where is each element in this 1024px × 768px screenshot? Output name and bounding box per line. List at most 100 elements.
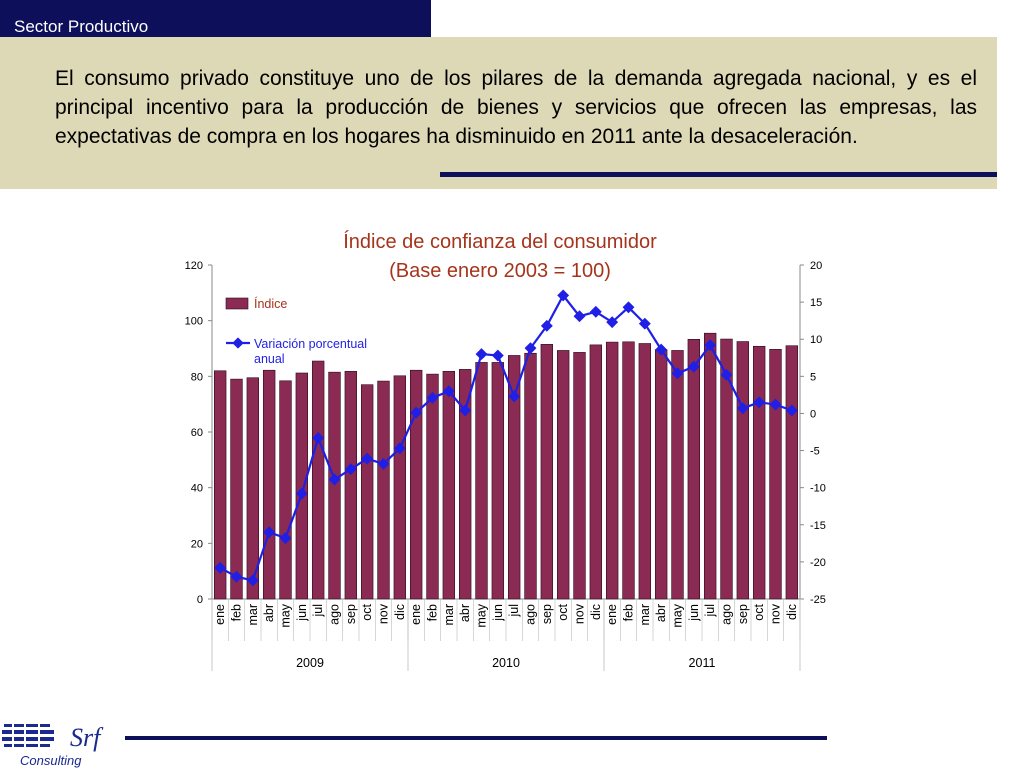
- variation-point: [344, 463, 357, 476]
- month-label: mar: [638, 604, 652, 626]
- left-tick-label: 20: [191, 538, 203, 550]
- variation-point: [589, 305, 602, 318]
- bar: [230, 378, 243, 600]
- right-tick-label: 10: [810, 334, 822, 346]
- variation-point: [328, 473, 341, 486]
- bar: [752, 345, 766, 600]
- left-tick-label: 100: [185, 316, 203, 328]
- bar: [377, 380, 390, 600]
- bar: [311, 360, 325, 600]
- right-tick-label: -25: [810, 594, 826, 606]
- month-label: oct: [360, 603, 374, 620]
- bar: [279, 380, 292, 600]
- month-label: jun: [491, 604, 505, 622]
- bar: [687, 339, 701, 600]
- month-label: dic: [785, 604, 799, 620]
- month-label: abr: [654, 604, 668, 622]
- right-tick-label: 5: [810, 371, 816, 383]
- month-label: abr: [458, 604, 472, 622]
- bar: [703, 332, 717, 600]
- variation-point: [442, 385, 455, 398]
- month-label: mar: [442, 604, 456, 626]
- variation-point: [769, 398, 782, 411]
- month-label: ago: [720, 604, 734, 625]
- right-tick-label: 0: [810, 408, 816, 420]
- variation-point: [246, 574, 259, 587]
- month-label: ene: [213, 604, 227, 625]
- section-title: Sector Productivo: [14, 17, 149, 36]
- bar: [328, 371, 341, 600]
- variation-point: [655, 343, 668, 356]
- right-tick-label: -5: [810, 446, 820, 458]
- month-label: sep: [344, 604, 358, 624]
- variation-point: [377, 457, 390, 470]
- variation-point: [279, 532, 292, 545]
- bar: [426, 373, 439, 600]
- bar: [393, 375, 407, 600]
- logo-brand: Srf: [70, 723, 104, 752]
- bar: [605, 341, 619, 600]
- bar: [736, 341, 750, 600]
- variation-point: [785, 404, 798, 417]
- left-tick-label: 60: [191, 427, 203, 439]
- left-tick-label: 0: [197, 594, 203, 606]
- bar: [589, 344, 603, 600]
- month-label: sep: [540, 604, 554, 624]
- month-label: nov: [377, 603, 391, 624]
- variation-point: [295, 487, 308, 500]
- variation-point: [557, 289, 570, 302]
- variation-point: [459, 404, 472, 417]
- bar: [262, 369, 276, 600]
- variation-point: [704, 339, 717, 352]
- srf-logo: Srf Consulting: [2, 723, 104, 768]
- month-label: mar: [246, 604, 260, 626]
- variation-point: [606, 316, 619, 329]
- variation-point: [491, 349, 504, 362]
- bar: [785, 345, 799, 600]
- bar: [213, 370, 227, 600]
- intro-panel: [0, 37, 997, 189]
- intro-paragraph: El consumo privado constituye uno de los…: [55, 67, 977, 148]
- right-tick-label: -20: [810, 557, 826, 569]
- bar: [458, 369, 472, 600]
- variation-point: [475, 348, 488, 361]
- legend-line-label-cont: anual: [254, 352, 285, 366]
- variation-line: [219, 293, 793, 582]
- bar: [638, 343, 652, 600]
- month-label: jul: [311, 604, 325, 618]
- month-label: ago: [524, 604, 538, 625]
- bar: [442, 371, 456, 600]
- variation-point: [426, 391, 439, 404]
- variation-point: [573, 310, 586, 323]
- right-tick-label: 20: [810, 260, 822, 272]
- month-label: may: [279, 603, 293, 627]
- month-label: jul: [703, 604, 717, 618]
- right-tick-label: 15: [810, 297, 822, 309]
- bar: [720, 338, 733, 600]
- month-label: nov: [573, 603, 587, 624]
- month-label: feb: [426, 604, 440, 621]
- bar: [573, 352, 586, 600]
- bar: [344, 371, 358, 600]
- right-tick-label: -10: [810, 483, 826, 495]
- month-label: abr: [262, 604, 276, 622]
- chart-subtitle: (Base enero 2003 = 100): [389, 260, 611, 282]
- bar: [540, 344, 554, 600]
- variation-point: [736, 402, 749, 415]
- bar: [491, 362, 505, 600]
- bar: [654, 349, 668, 600]
- left-tick-label: 80: [191, 371, 203, 383]
- chart-title: Índice de confianza del consumidor: [343, 231, 657, 253]
- chart-title-block: Índice de confianza del consumidor (Base…: [200, 228, 800, 286]
- bar: [475, 362, 488, 600]
- intro-divider: [440, 172, 997, 177]
- variation-point: [361, 452, 374, 465]
- variation-point: [263, 526, 276, 539]
- bar: [360, 384, 374, 600]
- month-label: jun: [687, 604, 701, 622]
- month-label: jul: [507, 604, 521, 618]
- left-tick-label: 120: [185, 260, 203, 272]
- left-tick-label: 40: [191, 483, 203, 495]
- month-label: jun: [295, 604, 309, 622]
